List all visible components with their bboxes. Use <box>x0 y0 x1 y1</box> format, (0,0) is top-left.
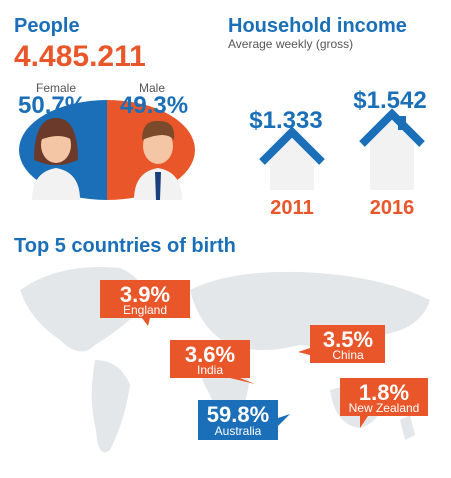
countries-title: Top 5 countries of birth <box>14 235 236 257</box>
country-value: 3.6% <box>185 342 235 367</box>
country-name: England <box>123 303 167 317</box>
income-year: 2016 <box>370 197 415 219</box>
callout: 59.8% Australia <box>198 400 290 440</box>
income-value: $1.542 <box>353 87 426 114</box>
callout: 1.8% New Zealand <box>340 378 428 428</box>
house-icon <box>259 126 325 190</box>
callout: 3.5% China <box>298 325 385 363</box>
country-value: 59.8% <box>207 402 269 427</box>
male-value: 49.3% <box>120 92 188 119</box>
income-subtitle: Average weekly (gross) <box>228 37 353 51</box>
people-title: People <box>14 15 80 37</box>
country-name: New Zealand <box>349 401 420 415</box>
male-icon <box>134 120 182 200</box>
house-icon <box>359 108 425 190</box>
female-label: Female <box>36 81 76 95</box>
callout: 3.9% England <box>100 280 190 326</box>
country-value: 3.5% <box>323 327 373 352</box>
country-value: 3.9% <box>120 282 170 307</box>
country-value: 1.8% <box>359 380 409 405</box>
female-icon <box>32 118 80 200</box>
income-year: 2011 <box>270 197 313 219</box>
callout: 3.6% India <box>170 340 255 384</box>
male-label: Male <box>139 81 165 95</box>
country-name: India <box>197 363 223 377</box>
female-value: 50.7% <box>18 92 86 119</box>
people-total: 4.485.211 <box>14 40 146 73</box>
country-name: Australia <box>215 424 262 438</box>
country-name: China <box>332 348 364 362</box>
income-title: Household income <box>228 15 407 37</box>
income-value: $1.333 <box>249 107 322 134</box>
